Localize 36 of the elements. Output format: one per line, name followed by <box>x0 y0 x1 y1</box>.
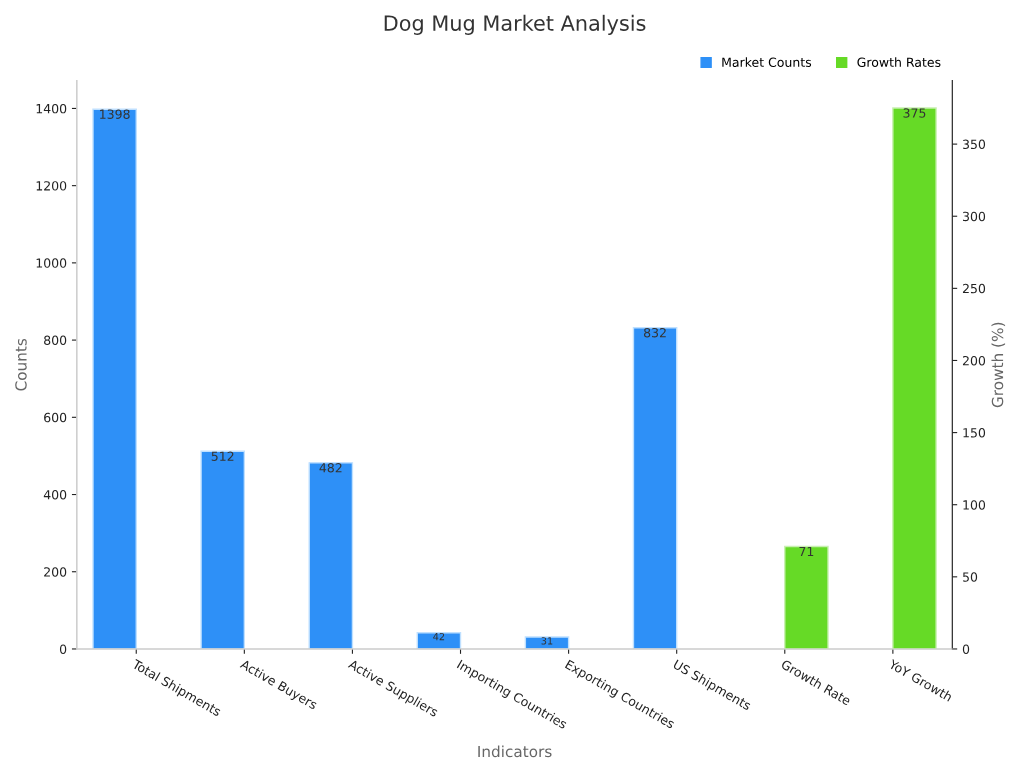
y-tick-label: 0 <box>59 644 67 654</box>
legend-label: Market Counts <box>722 57 812 67</box>
bar <box>308 462 354 649</box>
data-label: 42 <box>433 632 445 641</box>
bar <box>92 108 137 649</box>
y-tick-label: 1000 <box>36 258 67 268</box>
y-tick-label: 1200 <box>36 181 67 191</box>
data-label: 31 <box>541 637 553 645</box>
y2-tick-label: 200 <box>962 355 986 366</box>
data-label: 482 <box>319 463 342 473</box>
y-tick-label: 200 <box>44 567 67 577</box>
y-tick-label: 800 <box>44 335 67 346</box>
y-axis-title: Counts <box>15 338 27 391</box>
y2-tick-label: 150 <box>963 428 986 438</box>
y-tick-label: 600 <box>44 412 67 423</box>
y2-tick-label: 250 <box>962 283 986 294</box>
data-label: 375 <box>903 108 926 118</box>
data-label: 1398 <box>100 109 130 119</box>
y-tick-label: 1400 <box>36 103 67 114</box>
y2-tick-label: 300 <box>963 211 986 222</box>
data-label: 512 <box>211 451 234 461</box>
y2-tick-label: 50 <box>963 572 978 582</box>
data-label: 832 <box>643 327 666 338</box>
y2-tick-label: 0 <box>962 644 970 654</box>
y-tick-label: 400 <box>43 490 67 500</box>
data-label: 71 <box>799 546 814 557</box>
bar <box>632 327 678 649</box>
bar <box>416 632 462 649</box>
x-axis-title: Indicators <box>478 745 552 758</box>
y2-tick-label: 100 <box>963 500 986 510</box>
bar <box>524 636 570 649</box>
chart-title: Dog Mug Market Analysis <box>384 14 646 35</box>
bar <box>200 450 246 649</box>
y2-tick-label: 350 <box>963 139 986 150</box>
y2-axis-title: Growth (%) <box>991 322 1006 408</box>
legend-label: Growth Rates <box>857 57 941 67</box>
